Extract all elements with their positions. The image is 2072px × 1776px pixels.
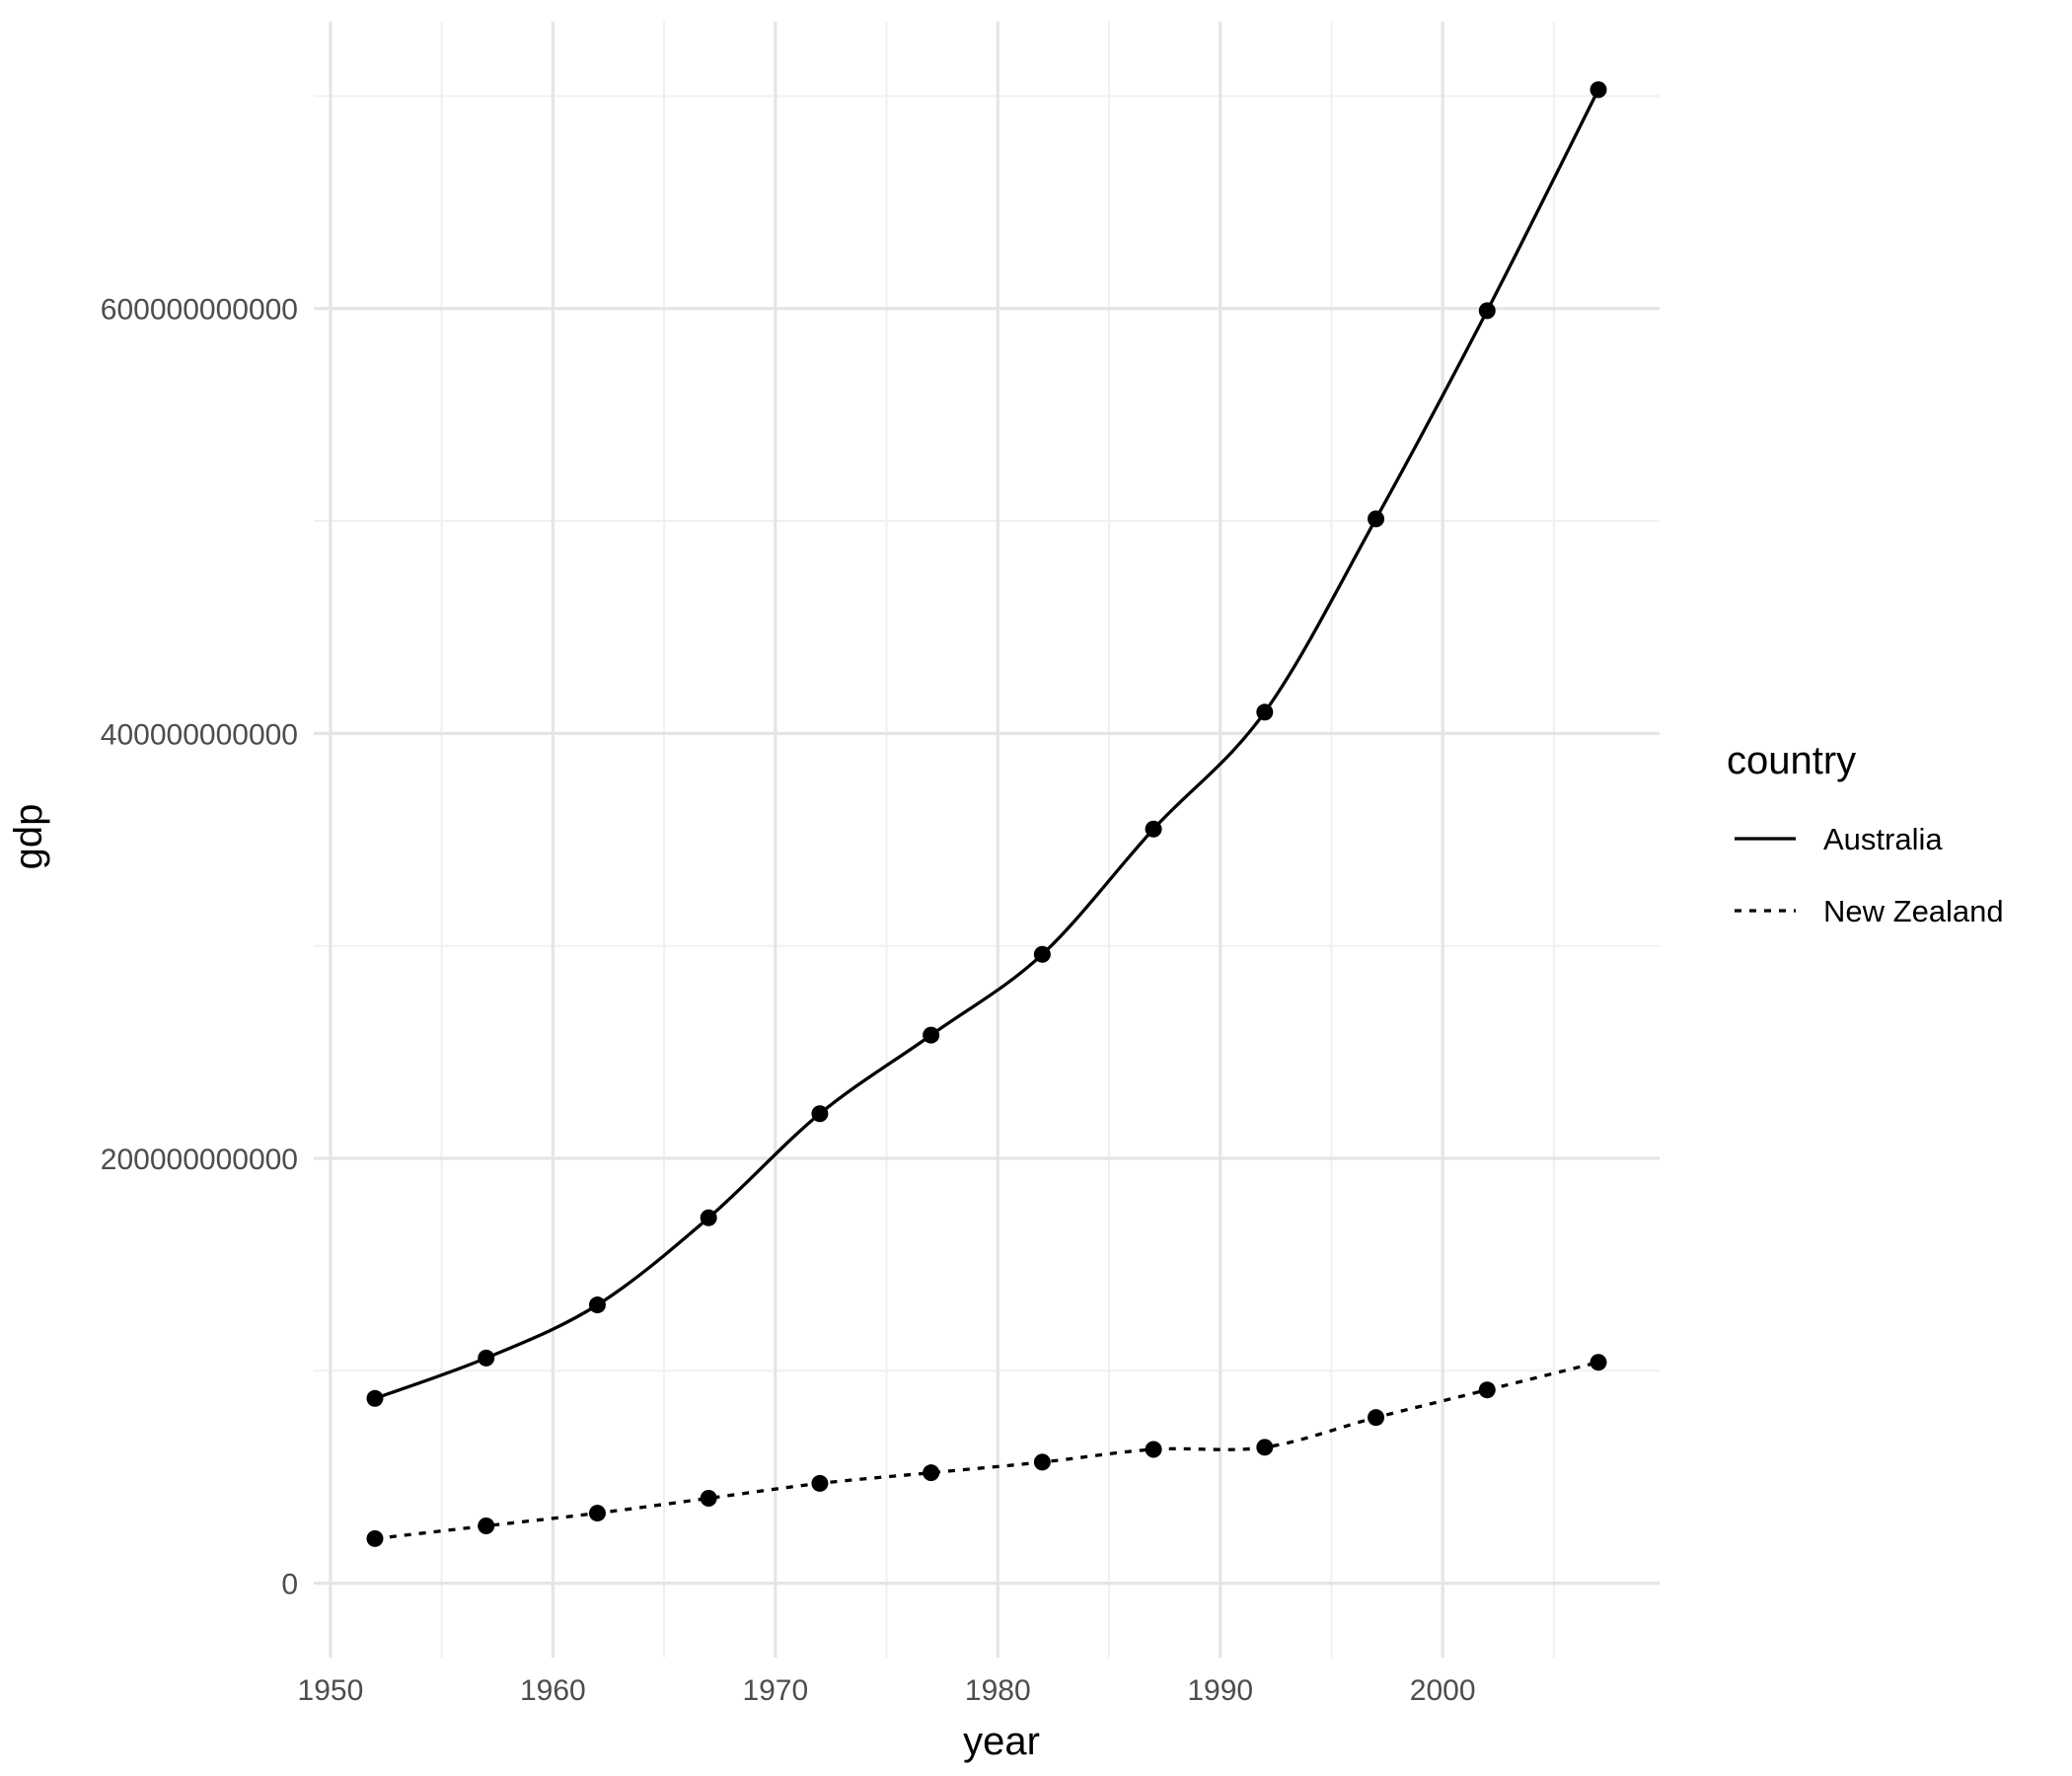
y-tick-label: 600000000000 (101, 294, 298, 327)
data-point-new-zealand (366, 1529, 384, 1547)
data-point-australia (478, 1349, 495, 1367)
legend-title: country (1727, 739, 1856, 782)
y-tick-label: 400000000000 (101, 718, 298, 751)
y-tick-label: 200000000000 (101, 1144, 298, 1176)
data-point-new-zealand (1590, 1354, 1607, 1371)
data-point-new-zealand (811, 1474, 829, 1492)
y-axis-title: gdp (7, 804, 50, 870)
data-point-australia (923, 1026, 940, 1044)
x-tick-label: 1970 (742, 1674, 808, 1707)
data-point-australia (1478, 302, 1496, 320)
data-point-new-zealand (1145, 1441, 1162, 1458)
data-point-australia (588, 1296, 606, 1314)
data-point-new-zealand (588, 1505, 606, 1522)
x-tick-label: 1950 (298, 1674, 364, 1707)
data-point-new-zealand (1368, 1409, 1385, 1427)
legend: country Australia New Zealand (1727, 739, 2004, 928)
data-point-new-zealand (1033, 1453, 1051, 1471)
data-point-australia (1590, 81, 1607, 99)
major-gridlines (314, 22, 1660, 1658)
data-point-australia (1145, 820, 1162, 838)
minor-gridlines (314, 22, 1660, 1658)
legend-label-new-zealand: New Zealand (1823, 894, 2004, 928)
x-tick-label: 2000 (1410, 1674, 1476, 1707)
x-tick-label: 1960 (520, 1674, 586, 1707)
x-axis-tick-labels: 1950 1960 1970 1980 1990 2000 (298, 1674, 1476, 1707)
legend-label-australia: Australia (1823, 822, 1943, 856)
data-point-new-zealand (478, 1517, 495, 1534)
data-point-new-zealand (923, 1464, 940, 1482)
data-point-new-zealand (700, 1490, 717, 1508)
data-point-australia (1033, 945, 1051, 963)
data-point-australia (811, 1105, 829, 1123)
data-point-australia (1368, 510, 1385, 528)
y-axis-tick-labels: 0 200000000000 400000000000 600000000000 (101, 294, 298, 1601)
series-line-australia (374, 89, 1600, 1400)
data-point-new-zealand (1256, 1439, 1274, 1456)
series-points (366, 81, 1607, 1547)
x-tick-label: 1990 (1187, 1674, 1253, 1707)
data-point-australia (700, 1209, 717, 1226)
series-line-new-zealand (374, 1361, 1599, 1541)
x-axis-title: year (963, 1720, 1040, 1763)
y-tick-label: 0 (281, 1569, 298, 1601)
data-point-new-zealand (1478, 1381, 1496, 1399)
data-point-australia (366, 1389, 384, 1407)
data-point-australia (1256, 703, 1274, 721)
x-tick-label: 1980 (965, 1674, 1031, 1707)
